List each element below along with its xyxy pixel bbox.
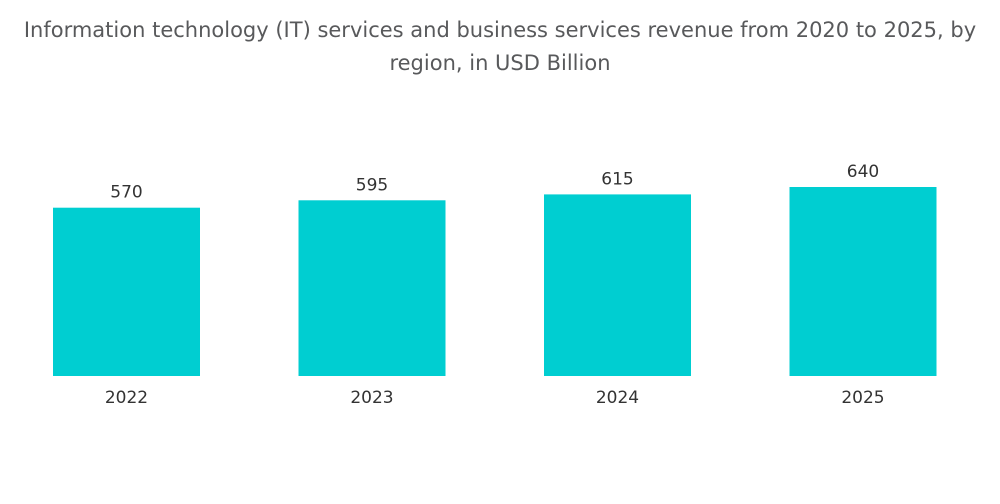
bar-2023 (298, 200, 446, 376)
x-tick-label-2023: 2023 (350, 388, 393, 408)
value-label-2024: 615 (601, 169, 633, 189)
value-label-2023: 595 (356, 175, 388, 195)
value-label-2025: 640 (847, 162, 879, 182)
x-axis-ticks: 2022 2023 2024 2025 (105, 388, 885, 408)
x-tick-label-2024: 2024 (596, 388, 639, 408)
bar-2024 (544, 194, 691, 376)
bar-2022 (53, 207, 200, 376)
bars-group (53, 187, 937, 376)
chart-title: Information technology (IT) services and… (23, 18, 977, 75)
value-label-2022: 570 (110, 183, 142, 203)
value-labels-group: 570 595 615 640 (110, 162, 879, 203)
x-tick-label-2022: 2022 (105, 388, 148, 408)
x-tick-label-2025: 2025 (841, 388, 884, 408)
bar-2025 (789, 187, 937, 376)
